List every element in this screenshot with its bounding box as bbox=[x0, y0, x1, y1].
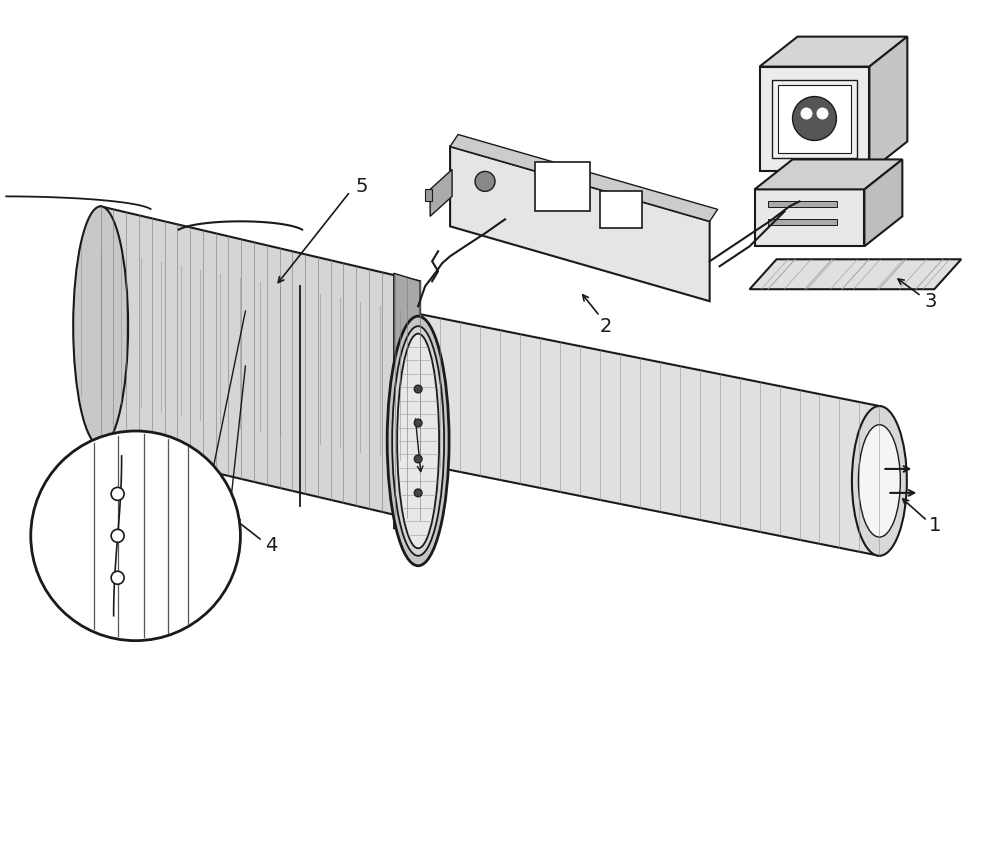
Polygon shape bbox=[772, 79, 857, 158]
Polygon shape bbox=[864, 159, 902, 246]
Ellipse shape bbox=[852, 406, 907, 556]
Polygon shape bbox=[755, 190, 864, 246]
Circle shape bbox=[414, 488, 422, 497]
Circle shape bbox=[816, 107, 828, 119]
Circle shape bbox=[414, 385, 422, 393]
Circle shape bbox=[31, 431, 240, 641]
Polygon shape bbox=[81, 246, 879, 556]
Polygon shape bbox=[795, 169, 834, 191]
Polygon shape bbox=[450, 134, 718, 221]
Bar bbox=[600, 191, 642, 228]
Ellipse shape bbox=[387, 317, 449, 566]
Polygon shape bbox=[869, 37, 907, 171]
Ellipse shape bbox=[392, 326, 444, 556]
Circle shape bbox=[111, 571, 124, 585]
Polygon shape bbox=[750, 260, 961, 289]
Text: 4: 4 bbox=[265, 536, 278, 556]
Ellipse shape bbox=[858, 425, 900, 537]
Text: 2: 2 bbox=[600, 317, 612, 335]
Circle shape bbox=[475, 171, 495, 191]
Text: 5: 5 bbox=[355, 177, 368, 196]
Polygon shape bbox=[101, 206, 420, 521]
Polygon shape bbox=[425, 190, 432, 202]
Circle shape bbox=[111, 529, 124, 542]
Bar bbox=[535, 162, 590, 211]
Circle shape bbox=[793, 96, 836, 140]
Polygon shape bbox=[755, 159, 902, 190]
Polygon shape bbox=[488, 214, 508, 223]
Bar bbox=[768, 202, 837, 208]
Circle shape bbox=[111, 488, 124, 500]
Polygon shape bbox=[778, 84, 851, 153]
Polygon shape bbox=[394, 273, 420, 528]
Polygon shape bbox=[760, 37, 907, 66]
Circle shape bbox=[801, 107, 812, 119]
Polygon shape bbox=[450, 146, 710, 301]
Text: 3: 3 bbox=[924, 292, 937, 311]
Ellipse shape bbox=[73, 206, 128, 446]
Circle shape bbox=[414, 419, 422, 427]
Text: 1: 1 bbox=[929, 517, 942, 535]
Polygon shape bbox=[760, 66, 869, 171]
Bar bbox=[768, 220, 837, 226]
Ellipse shape bbox=[397, 334, 439, 548]
Circle shape bbox=[414, 455, 422, 463]
Polygon shape bbox=[430, 169, 452, 216]
